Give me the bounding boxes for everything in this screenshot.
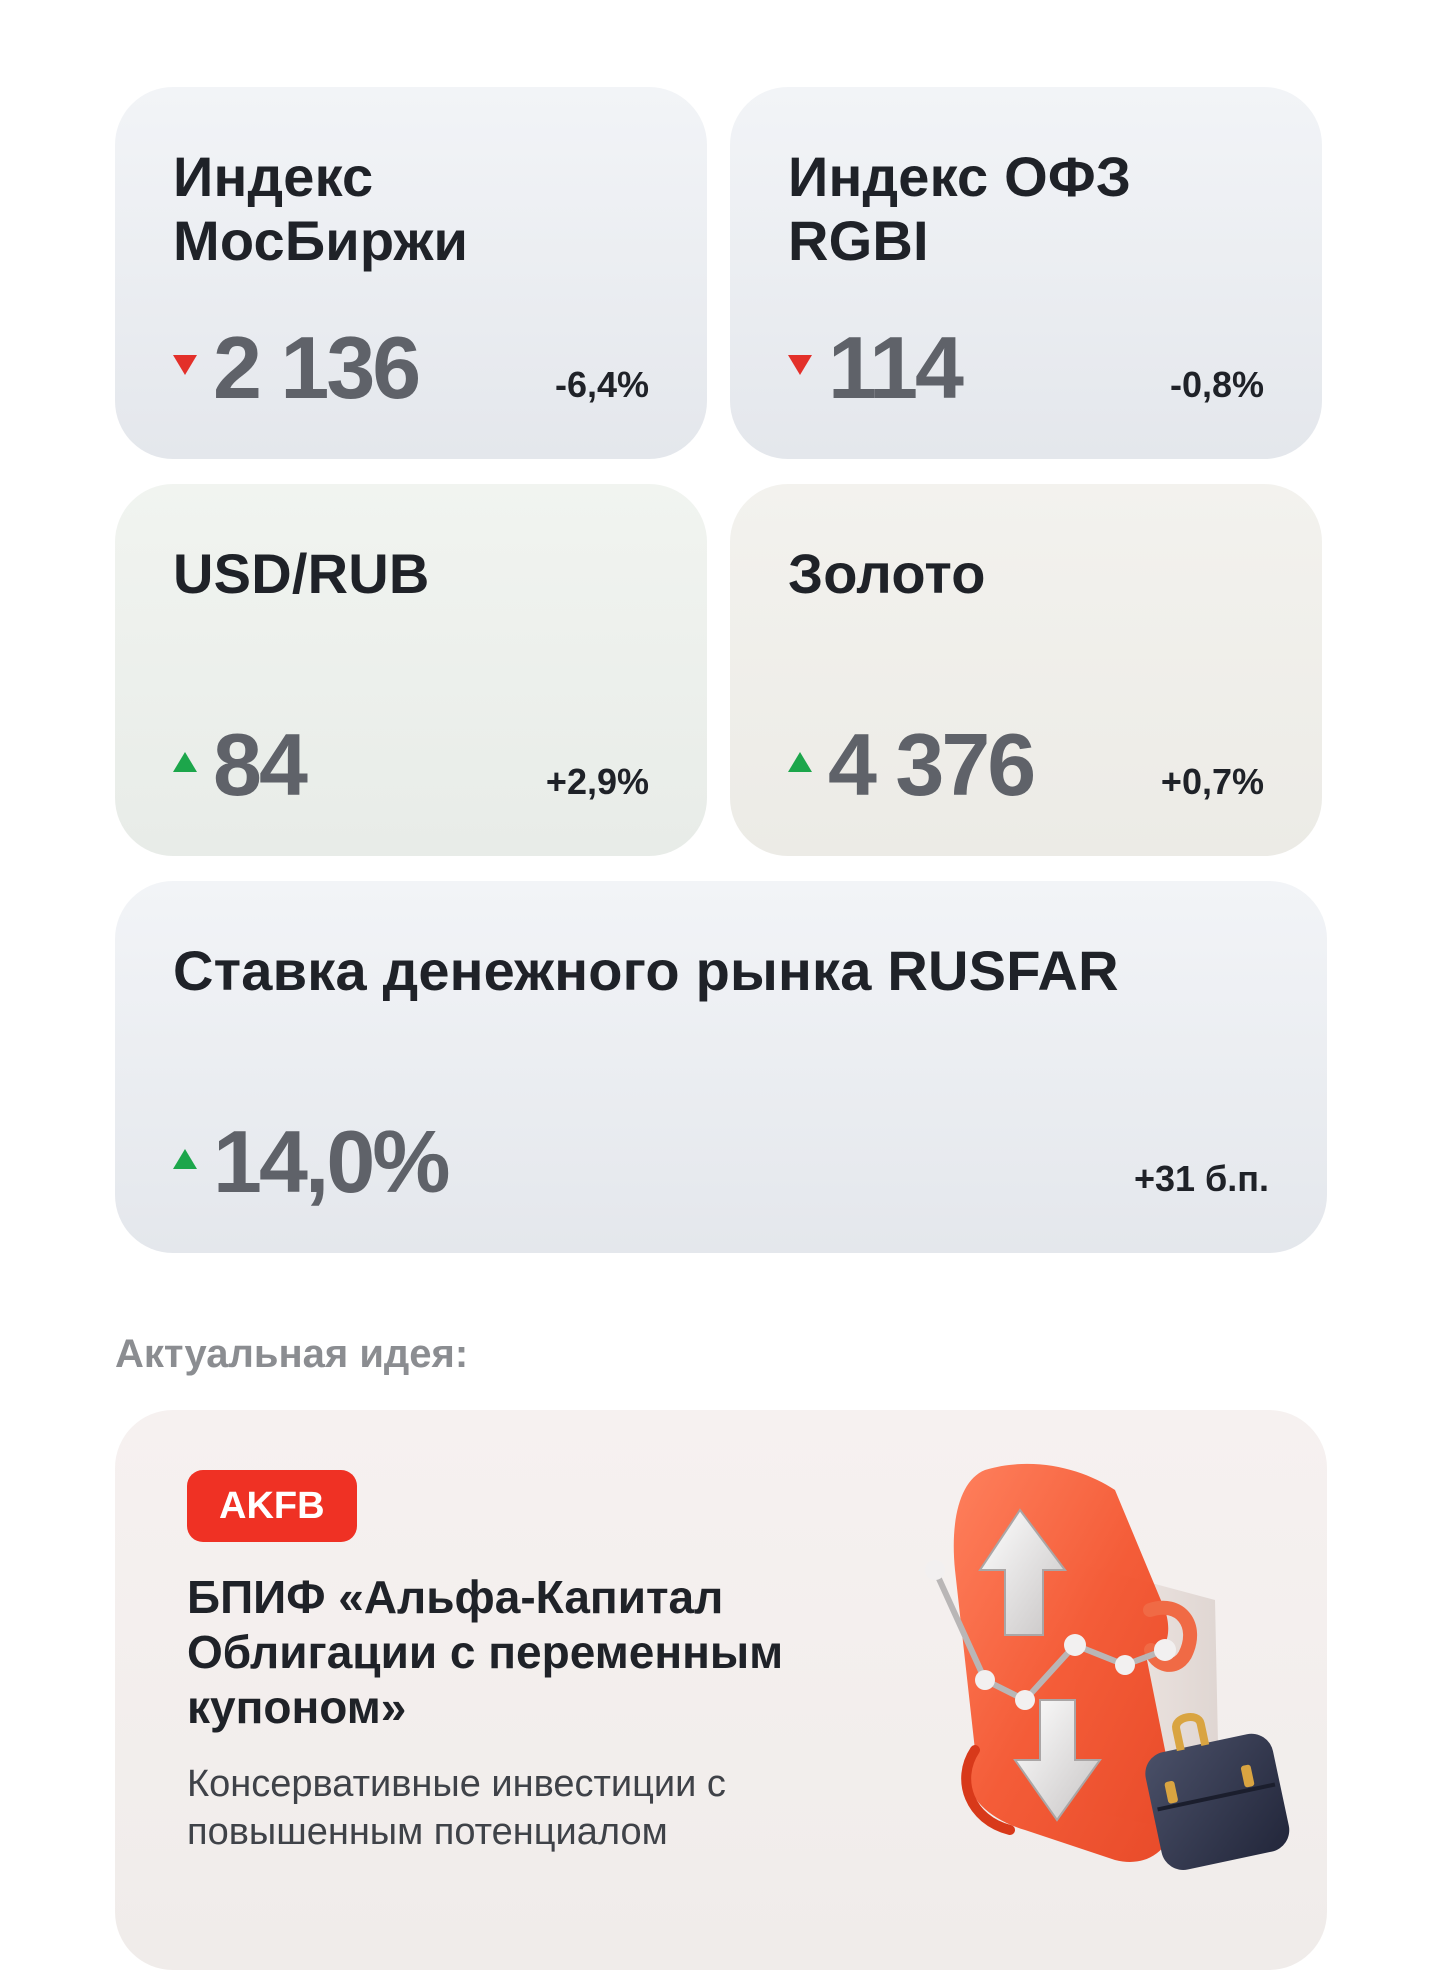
rgbi-index-change: -0,8% [1169,364,1264,405]
rusfar-value-row: 14,0% +31 б.п. [173,1117,1269,1207]
gold-title: Золото [788,542,986,605]
usd-rub-change: +2,9% [545,761,649,802]
ticker-badge: AKFB [187,1470,357,1542]
gold-card[interactable]: Золото 4 376 +0,7% [730,484,1322,856]
moex-index-card[interactable]: Индекс МосБиржи 2 136 -6,4% [115,87,707,459]
up-arrow-icon [173,1149,197,1169]
gold-change: +0,7% [1160,761,1264,802]
usd-rub-card[interactable]: USD/RUB 84 +2,9% [115,484,707,856]
gold-value: 4 376 [828,715,1036,814]
rusfar-change: +31 б.п. [1133,1158,1269,1199]
down-arrow-icon [788,355,812,375]
idea-section-heading: Актуальная идея: [115,1332,469,1376]
idea-card[interactable]: AKFB БПИФ «Альфа-Капитал Облигации с пер… [115,1410,1327,1970]
usd-rub-title: USD/RUB [173,542,430,605]
idea-title: БПИФ «Альфа-Капитал Облигации с переменн… [187,1571,784,1733]
rgbi-index-value: 114 [828,318,964,417]
moex-index-value: 2 136 [213,318,421,417]
rgbi-index-title: Индекс ОФЗ RGBI [788,145,1132,272]
up-arrow-icon [788,752,812,772]
moex-index-value-row: 2 136 -6,4% [173,323,649,413]
usd-rub-value-row: 84 +2,9% [173,720,649,810]
bond-document-with-arrows-and-briefcase-icon [915,1450,1305,1900]
rusfar-title: Ставка денежного рынка RUSFAR [173,939,1119,1002]
usd-rub-value: 84 [213,715,308,814]
rusfar-value: 14,0% [213,1112,451,1211]
gold-value-row: 4 376 +0,7% [788,720,1264,810]
rgbi-index-value-row: 114 -0,8% [788,323,1264,413]
up-arrow-icon [173,752,197,772]
idea-description: Консервативные инвестиции с повышенным п… [187,1763,726,1853]
down-arrow-icon [173,355,197,375]
moex-index-title: Индекс МосБиржи [173,145,469,272]
rusfar-card[interactable]: Ставка денежного рынка RUSFAR 14,0% +31 … [115,881,1327,1253]
moex-index-change: -6,4% [554,364,649,405]
rgbi-index-card[interactable]: Индекс ОФЗ RGBI 114 -0,8% [730,87,1322,459]
